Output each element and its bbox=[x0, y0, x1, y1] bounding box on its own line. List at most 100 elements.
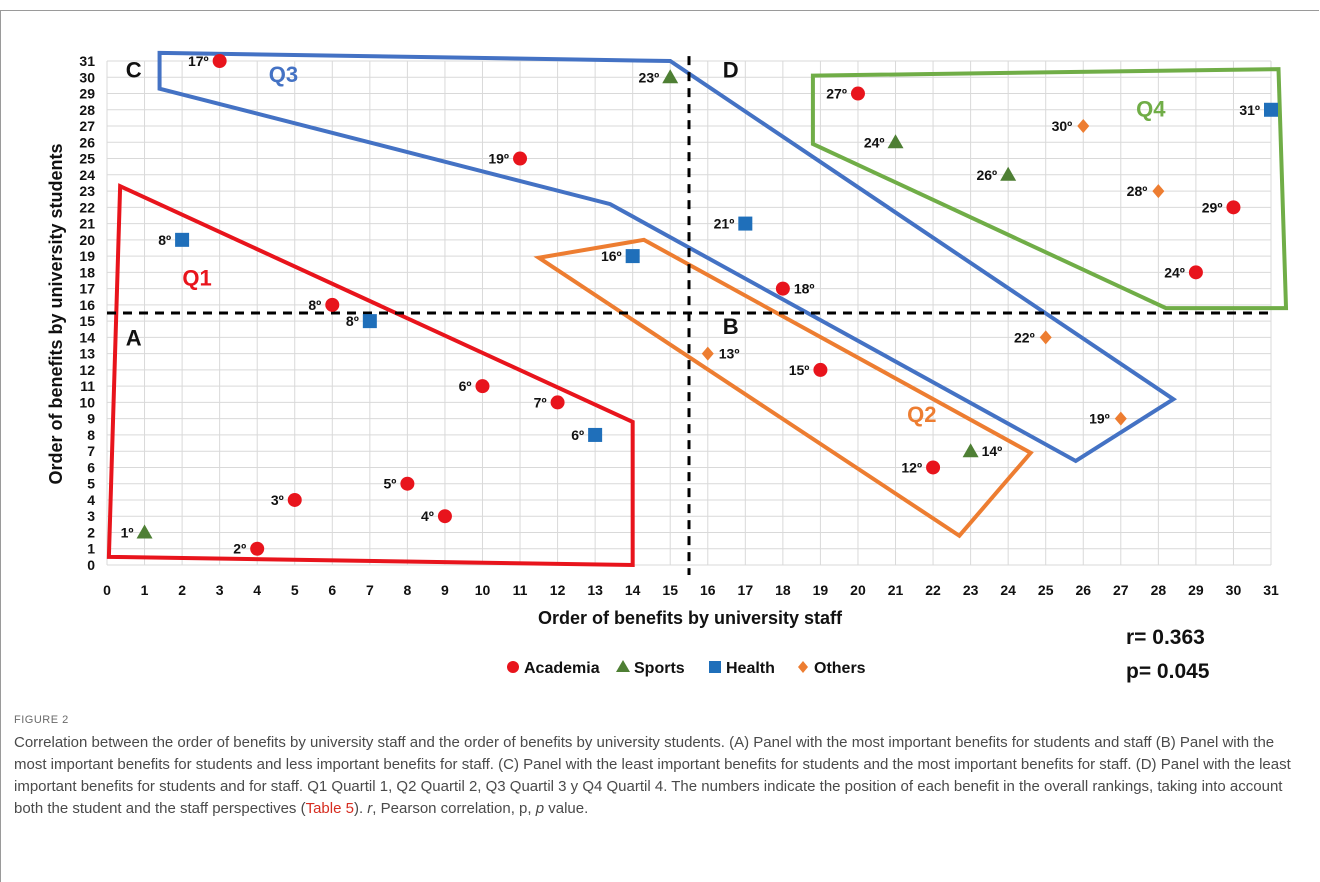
x-tick-label: 31 bbox=[1263, 582, 1279, 598]
y-tick-label: 17 bbox=[79, 281, 95, 297]
y-tick-label: 14 bbox=[79, 329, 95, 345]
legend-marker bbox=[507, 661, 519, 673]
caption-part: ) Panel with the most important benefits… bbox=[14, 734, 1275, 773]
legend-label: Sports bbox=[634, 660, 685, 677]
point-label: 7º bbox=[534, 394, 547, 410]
x-tick-label: 13 bbox=[587, 582, 603, 598]
y-tick-label: 22 bbox=[79, 199, 95, 215]
x-tick-label: 20 bbox=[850, 582, 866, 598]
legend-marker bbox=[798, 661, 808, 673]
x-tick-label: 18 bbox=[775, 582, 791, 598]
point-label: 8º bbox=[346, 313, 359, 329]
y-tick-label: 26 bbox=[79, 134, 95, 150]
point-label: 26º bbox=[976, 167, 997, 183]
y-tick-label: 10 bbox=[79, 394, 95, 410]
panel-label-d: D bbox=[723, 57, 739, 82]
x-tick-label: 29 bbox=[1188, 582, 1204, 598]
y-tick-label: 4 bbox=[87, 492, 95, 508]
point-sports bbox=[136, 524, 153, 539]
p-value: p= 0.045 bbox=[1126, 660, 1210, 683]
y-tick-label: 18 bbox=[79, 264, 95, 280]
point-academia bbox=[1188, 265, 1203, 280]
x-tick-label: 3 bbox=[216, 582, 224, 598]
point-label: 12º bbox=[901, 459, 922, 475]
point-label: 19º bbox=[1089, 411, 1110, 427]
region-label-q3: Q3 bbox=[269, 62, 298, 87]
point-academia bbox=[400, 476, 415, 491]
y-tick-label: 9 bbox=[87, 411, 95, 427]
x-tick-label: 28 bbox=[1151, 582, 1167, 598]
figure-frame bbox=[0, 10, 1319, 882]
point-others bbox=[701, 346, 714, 361]
pearson-r: r= 0.363 bbox=[1126, 626, 1205, 649]
x-tick-label: 10 bbox=[475, 582, 491, 598]
y-tick-label: 0 bbox=[87, 557, 95, 573]
caption-part: ). bbox=[353, 800, 368, 817]
legend-item-sports: Sports bbox=[616, 660, 685, 677]
region-label-q2: Q2 bbox=[907, 402, 936, 427]
legend-item-others: Others bbox=[798, 660, 866, 677]
y-tick-label: 2 bbox=[87, 524, 95, 540]
y-tick-label: 30 bbox=[79, 69, 95, 85]
x-tick-label: 17 bbox=[738, 582, 754, 598]
x-tick-label: 14 bbox=[625, 582, 641, 598]
point-others bbox=[1152, 184, 1165, 199]
legend-item-academia: Academia bbox=[507, 660, 600, 677]
y-tick-label: 31 bbox=[79, 53, 95, 69]
legend-label: Others bbox=[814, 660, 866, 677]
x-tick-label: 24 bbox=[1000, 582, 1016, 598]
panel-labels: A B C D bbox=[126, 57, 739, 350]
point-health bbox=[625, 249, 640, 264]
y-tick-label: 23 bbox=[79, 183, 95, 199]
point-label: 27º bbox=[826, 86, 847, 102]
point-label: 1º bbox=[121, 524, 134, 540]
point-sports bbox=[1000, 166, 1017, 181]
point-sports bbox=[887, 134, 904, 149]
x-tick-label: 9 bbox=[441, 582, 449, 598]
x-tick-label: 27 bbox=[1113, 582, 1129, 598]
x-tick-label: 0 bbox=[103, 582, 111, 598]
point-label: 13º bbox=[719, 346, 740, 362]
point-health bbox=[362, 314, 377, 329]
point-academia bbox=[325, 297, 340, 312]
region-q4 bbox=[810, 67, 1289, 311]
point-academia bbox=[475, 379, 490, 394]
caption-part: Correlation between the order of benefit… bbox=[14, 734, 735, 751]
caption-part: ) Panel with the most important benefits… bbox=[744, 734, 1161, 751]
panel-label-a: A bbox=[126, 326, 142, 351]
point-label: 31º bbox=[1239, 102, 1260, 118]
y-tick-label: 12 bbox=[79, 362, 95, 378]
point-label: 19º bbox=[488, 151, 509, 167]
y-tick-label: 3 bbox=[87, 508, 95, 524]
legend: Academia Sports Health Others bbox=[507, 660, 866, 677]
y-tick-label: 19 bbox=[79, 248, 95, 264]
y-tick-label: 6 bbox=[87, 459, 95, 475]
point-label: 3º bbox=[271, 492, 284, 508]
table-5-link[interactable]: Table 5 bbox=[305, 800, 354, 817]
x-tick-label: 23 bbox=[963, 582, 979, 598]
y-tick-label: 21 bbox=[79, 216, 95, 232]
point-academia bbox=[775, 281, 790, 296]
caption-text: Correlation between the order of benefit… bbox=[14, 732, 1310, 820]
point-others bbox=[1077, 119, 1090, 134]
x-tick-label: 15 bbox=[662, 582, 678, 598]
point-label: 14º bbox=[982, 443, 1003, 459]
y-tick-label: 20 bbox=[79, 232, 95, 248]
panel-label-c: C bbox=[126, 57, 142, 82]
y-tick-label: 28 bbox=[79, 102, 95, 118]
y-tick-label: 8 bbox=[87, 427, 95, 443]
point-label: 29º bbox=[1202, 199, 1223, 215]
point-academia bbox=[926, 460, 941, 475]
region-q1 bbox=[106, 183, 635, 568]
legend-item-health: Health bbox=[709, 660, 775, 677]
point-label: 8º bbox=[308, 297, 321, 313]
point-academia bbox=[212, 54, 227, 68]
point-label: 22º bbox=[1014, 329, 1035, 345]
point-sports bbox=[662, 69, 679, 84]
point-academia bbox=[513, 151, 528, 166]
x-tick-label: 16 bbox=[700, 582, 716, 598]
point-sports bbox=[962, 443, 979, 458]
y-tick-label: 1 bbox=[87, 541, 95, 557]
point-academia bbox=[813, 362, 828, 377]
